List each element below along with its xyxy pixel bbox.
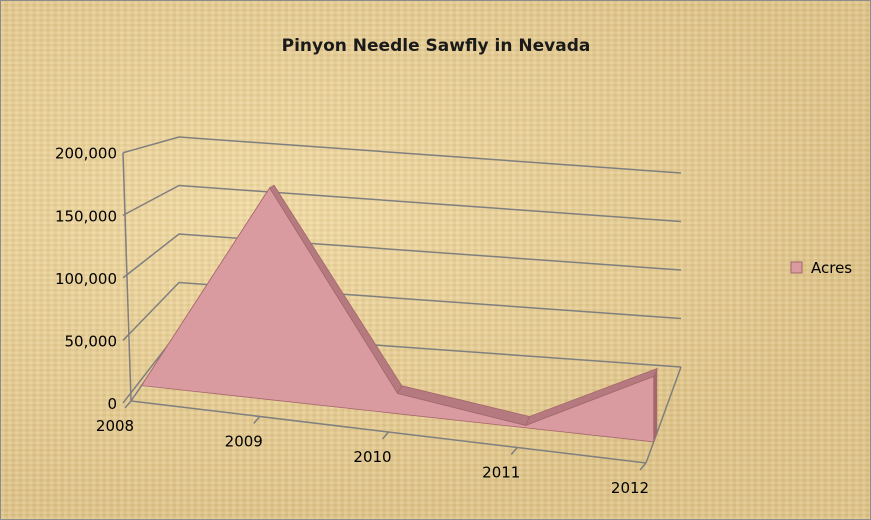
y-tick-label: 100,000: [55, 270, 117, 288]
x-tick-label: 2012: [611, 479, 649, 497]
y-tick-label: 50,000: [65, 332, 118, 350]
x-tick-label: 2009: [225, 433, 263, 451]
floor-right-edge: [645, 366, 682, 464]
legend: Acres: [790, 259, 852, 277]
x-tick-label: 2010: [353, 448, 391, 466]
legend-label-acres: Acres: [811, 259, 852, 277]
legend-swatch-acres: [790, 261, 803, 274]
chart-title: Pinyon Needle Sawfly in Nevada: [282, 36, 591, 56]
gridline: [122, 136, 682, 174]
x-tick-mark: [124, 400, 132, 409]
x-tick-mark: [253, 416, 261, 424]
x-axis-ticks: 2008 2009 2010 2011 2012: [96, 417, 649, 497]
gridline: [122, 184, 682, 223]
x-tick-mark: [510, 447, 518, 455]
y-tick-label: 200,000: [55, 145, 117, 163]
x-tick-mark: [639, 462, 647, 471]
y-axis-ticks: 0 50,000 100,000 150,000 200,000: [55, 145, 117, 413]
x-tick-label: 2011: [482, 464, 520, 482]
area-series-acres: [140, 187, 655, 443]
x-tick-label: 2008: [96, 417, 134, 435]
area-end-cap: [653, 368, 658, 442]
y-axis-line: [122, 152, 132, 402]
grid-layer: [122, 136, 682, 471]
gridline: [122, 233, 682, 279]
y-tick-label: 0: [107, 395, 117, 413]
gridline: [122, 281, 682, 341]
area-layer: [140, 184, 658, 443]
x-tick-mark: [381, 431, 390, 440]
y-tick-label: 150,000: [55, 207, 117, 225]
